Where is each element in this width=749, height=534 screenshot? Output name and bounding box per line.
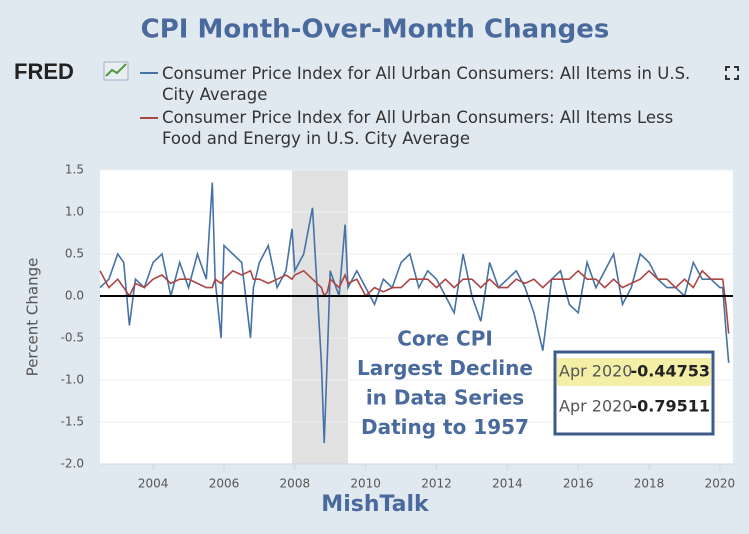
y-tick-label: -0.5 xyxy=(61,331,84,345)
tooltip-value: -0.79511 xyxy=(630,397,710,416)
annotation: in Data Series xyxy=(366,386,524,410)
tooltip-date: Apr 2020 xyxy=(559,397,632,416)
y-tick-label: 0.0 xyxy=(65,289,84,303)
tooltip-date: Apr 2020 xyxy=(559,362,632,381)
logo: FRED xyxy=(14,59,74,84)
chart-title: CPI Month-Over-Month Changes xyxy=(141,15,610,45)
x-tick-label: 2020 xyxy=(705,477,736,491)
x-tick-label: 2018 xyxy=(634,477,665,491)
y-tick-label: 1.0 xyxy=(65,205,84,219)
logo-icon xyxy=(103,61,129,81)
x-tick-label: 2004 xyxy=(138,477,169,491)
series-line xyxy=(99,269,730,334)
y-tick-label: -1.0 xyxy=(61,373,84,387)
legend-entry: Consumer Price Index for All Urban Consu… xyxy=(162,108,674,148)
x-tick-label: 2014 xyxy=(492,477,523,491)
recession-shading xyxy=(291,170,348,464)
annotation: Largest Decline xyxy=(357,356,533,380)
y-tick-label: 1.5 xyxy=(65,163,84,177)
x-tick-label: 2012 xyxy=(421,477,452,491)
tooltip-highlight xyxy=(557,358,711,386)
x-tick-label: 2008 xyxy=(280,477,311,491)
footer: MishTalk xyxy=(321,492,430,517)
y-tick-label: -2.0 xyxy=(61,457,84,471)
x-tick-label: 2016 xyxy=(563,477,594,491)
annotation: Core CPI xyxy=(397,327,493,351)
x-tick-label: 2010 xyxy=(350,477,381,491)
legend-swatch xyxy=(140,117,158,119)
legend-swatch xyxy=(140,72,158,74)
y-axis-label: Percent Change xyxy=(24,258,42,377)
tooltip-value: -0.44753 xyxy=(630,362,710,381)
y-tick-label: -1.5 xyxy=(61,415,84,429)
x-tick-label: 2006 xyxy=(209,477,240,491)
legend-entry: Consumer Price Index for All Urban Consu… xyxy=(162,64,691,104)
y-tick-label: 0.5 xyxy=(65,247,84,261)
annotation: Dating to 1957 xyxy=(361,415,529,439)
expand-icon[interactable] xyxy=(725,66,739,80)
